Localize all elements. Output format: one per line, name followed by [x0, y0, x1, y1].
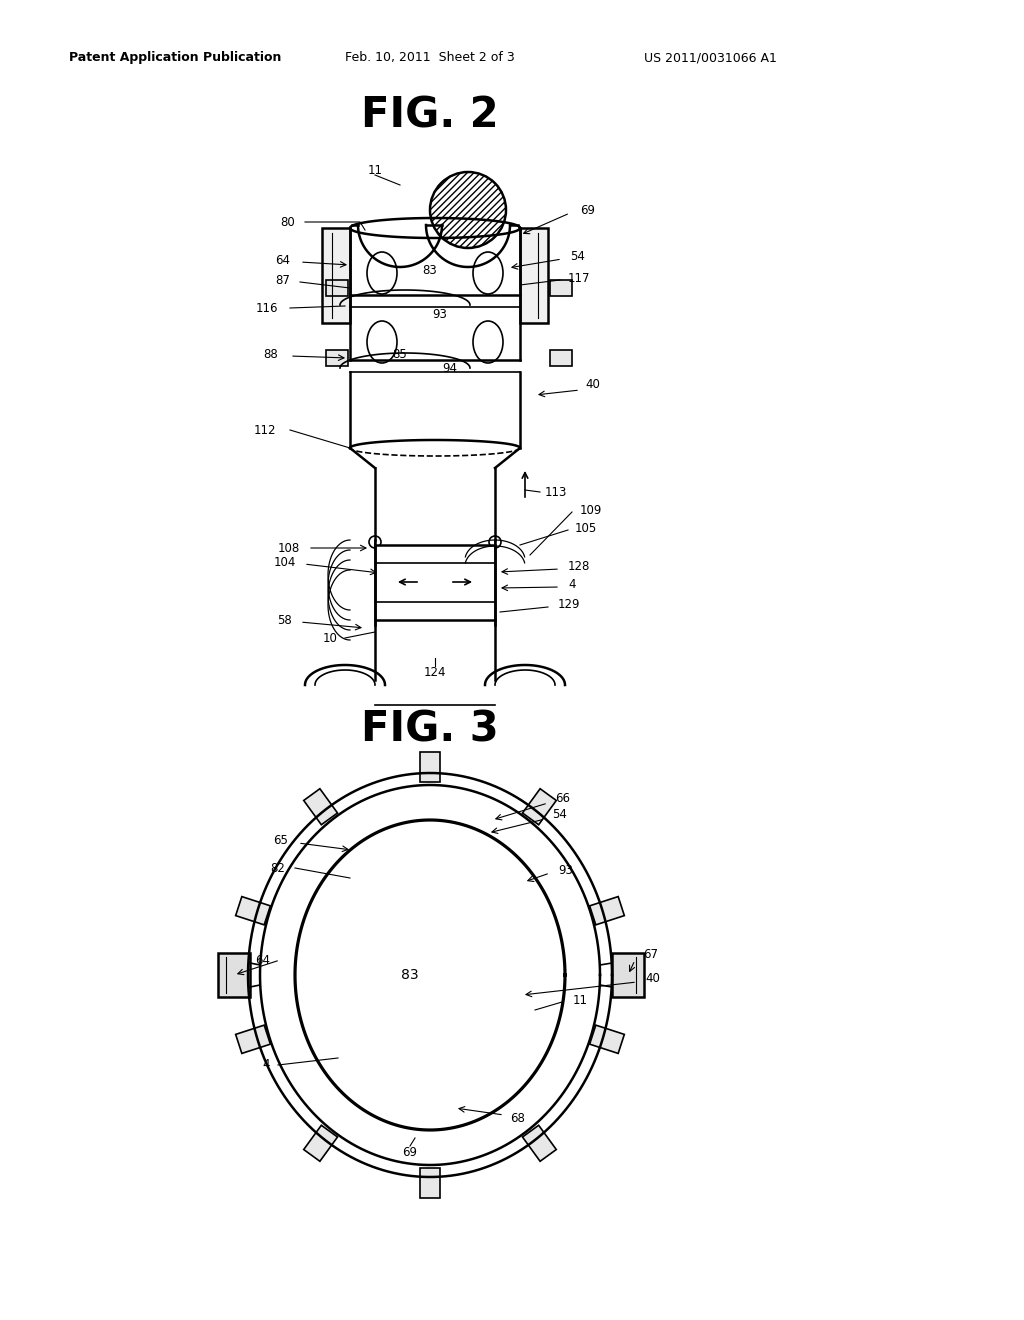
Text: 83: 83 — [401, 968, 419, 982]
Circle shape — [489, 536, 501, 548]
Ellipse shape — [367, 252, 397, 294]
Text: 82: 82 — [270, 862, 285, 874]
Text: 128: 128 — [568, 561, 591, 573]
Text: 94: 94 — [442, 362, 458, 375]
Text: 112: 112 — [254, 424, 276, 437]
Text: 58: 58 — [278, 614, 292, 627]
Text: 93: 93 — [432, 309, 447, 322]
Text: 64: 64 — [275, 253, 290, 267]
Text: 105: 105 — [575, 521, 597, 535]
Text: 69: 69 — [402, 1146, 418, 1159]
Text: US 2011/0031066 A1: US 2011/0031066 A1 — [643, 51, 776, 65]
Circle shape — [369, 536, 381, 548]
Text: 4: 4 — [262, 1059, 270, 1072]
Text: 11: 11 — [573, 994, 588, 1006]
Text: 66: 66 — [555, 792, 570, 804]
Text: 104: 104 — [273, 556, 296, 569]
Polygon shape — [522, 1125, 556, 1162]
Text: 87: 87 — [275, 273, 290, 286]
Text: 68: 68 — [510, 1111, 525, 1125]
Text: 117: 117 — [568, 272, 591, 285]
Text: 65: 65 — [273, 833, 288, 846]
Bar — [550, 280, 572, 296]
Polygon shape — [236, 1026, 270, 1053]
Bar — [322, 228, 350, 323]
Text: 54: 54 — [552, 808, 567, 821]
Circle shape — [430, 172, 506, 248]
Polygon shape — [304, 789, 338, 825]
Text: 40: 40 — [645, 972, 659, 985]
Bar — [326, 350, 348, 366]
Text: Patent Application Publication: Patent Application Publication — [69, 51, 282, 65]
Bar — [218, 953, 250, 997]
Text: 4: 4 — [568, 578, 575, 591]
Bar — [612, 953, 644, 997]
Bar — [375, 545, 495, 620]
Text: 67: 67 — [643, 949, 658, 961]
Polygon shape — [304, 1125, 338, 1162]
Text: 64: 64 — [255, 953, 270, 966]
Text: 113: 113 — [545, 486, 567, 499]
Ellipse shape — [367, 321, 397, 363]
Text: 83: 83 — [423, 264, 437, 276]
Text: 11: 11 — [368, 164, 383, 177]
Text: 109: 109 — [580, 503, 602, 516]
Text: 93: 93 — [558, 863, 572, 876]
Text: 85: 85 — [392, 348, 408, 362]
Text: 88: 88 — [263, 348, 278, 362]
Text: 116: 116 — [256, 301, 278, 314]
Bar — [520, 228, 548, 323]
Text: 80: 80 — [281, 215, 295, 228]
Text: FIG. 2: FIG. 2 — [361, 94, 499, 136]
Text: 69: 69 — [580, 203, 595, 216]
Text: 10: 10 — [323, 631, 338, 644]
Text: 124: 124 — [424, 665, 446, 678]
Text: Feb. 10, 2011  Sheet 2 of 3: Feb. 10, 2011 Sheet 2 of 3 — [345, 51, 515, 65]
Ellipse shape — [473, 252, 503, 294]
Polygon shape — [236, 896, 270, 925]
Bar — [550, 350, 572, 366]
Polygon shape — [590, 896, 625, 925]
Polygon shape — [420, 1168, 440, 1199]
Text: 40: 40 — [585, 379, 600, 392]
Ellipse shape — [473, 321, 503, 363]
Text: FIG. 3: FIG. 3 — [361, 709, 499, 751]
Text: 108: 108 — [278, 541, 300, 554]
Text: 54: 54 — [570, 251, 585, 264]
Text: 129: 129 — [558, 598, 581, 611]
Polygon shape — [522, 789, 556, 825]
Polygon shape — [420, 752, 440, 781]
Polygon shape — [590, 1026, 625, 1053]
Bar — [326, 280, 348, 296]
